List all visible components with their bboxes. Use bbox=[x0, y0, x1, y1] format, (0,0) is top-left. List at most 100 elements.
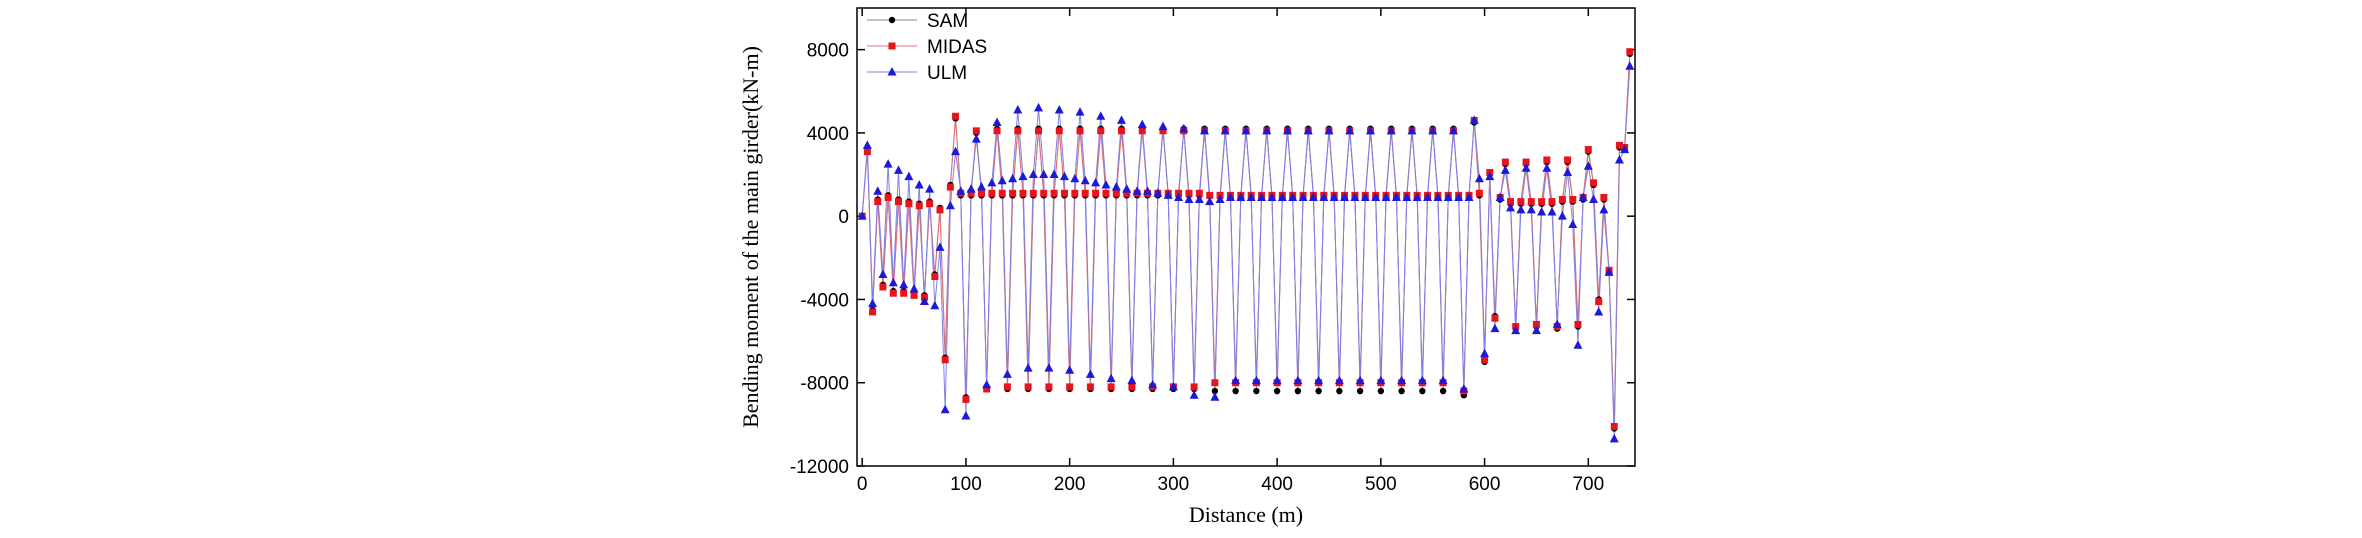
marker bbox=[1599, 204, 1609, 214]
marker bbox=[1574, 320, 1582, 328]
marker bbox=[1610, 422, 1618, 430]
marker bbox=[1511, 325, 1521, 335]
marker bbox=[1356, 387, 1364, 395]
marker bbox=[894, 198, 902, 206]
marker bbox=[1319, 192, 1329, 201]
marker bbox=[1102, 189, 1110, 197]
marker bbox=[1118, 127, 1126, 135]
marker bbox=[1159, 127, 1167, 135]
marker bbox=[884, 193, 892, 201]
marker bbox=[1506, 202, 1516, 212]
marker bbox=[1075, 107, 1085, 116]
x-tick-label: 600 bbox=[1469, 474, 1501, 495]
marker bbox=[888, 16, 896, 24]
marker bbox=[1625, 61, 1635, 70]
marker bbox=[971, 134, 981, 143]
marker bbox=[1308, 192, 1318, 201]
marker bbox=[887, 67, 897, 76]
marker bbox=[1480, 348, 1490, 358]
marker bbox=[889, 289, 897, 297]
marker bbox=[1273, 387, 1281, 395]
marker bbox=[904, 171, 914, 181]
marker bbox=[1360, 192, 1370, 201]
marker bbox=[1185, 189, 1193, 197]
marker bbox=[1557, 211, 1567, 220]
marker bbox=[1059, 171, 1069, 181]
marker bbox=[1376, 375, 1386, 385]
marker bbox=[931, 273, 939, 281]
marker bbox=[1076, 127, 1084, 135]
marker bbox=[966, 184, 976, 193]
marker bbox=[1070, 173, 1080, 183]
marker bbox=[1101, 179, 1111, 189]
marker bbox=[987, 177, 997, 187]
marker bbox=[1377, 387, 1385, 395]
marker bbox=[910, 291, 918, 299]
marker bbox=[1267, 192, 1277, 201]
marker bbox=[1097, 127, 1105, 135]
marker bbox=[1381, 192, 1391, 201]
marker bbox=[1532, 320, 1540, 328]
marker bbox=[998, 189, 1006, 197]
marker bbox=[925, 184, 935, 193]
marker bbox=[1111, 182, 1121, 191]
marker bbox=[1527, 198, 1535, 206]
marker bbox=[1071, 189, 1079, 197]
marker bbox=[1054, 105, 1064, 114]
marker bbox=[1023, 363, 1033, 372]
marker bbox=[909, 284, 919, 293]
marker bbox=[1315, 387, 1322, 395]
marker bbox=[1086, 383, 1094, 391]
marker bbox=[1200, 125, 1210, 135]
marker bbox=[1522, 158, 1530, 166]
marker bbox=[1590, 179, 1598, 187]
marker bbox=[1220, 125, 1230, 135]
marker bbox=[1547, 207, 1557, 216]
marker bbox=[1438, 375, 1448, 385]
marker bbox=[1501, 158, 1509, 166]
x-tick-label: 100 bbox=[950, 474, 982, 495]
marker bbox=[1168, 381, 1178, 391]
marker bbox=[1174, 192, 1184, 201]
marker bbox=[1211, 379, 1219, 387]
marker bbox=[1543, 156, 1551, 164]
marker bbox=[1138, 127, 1146, 135]
marker bbox=[1123, 189, 1131, 197]
x-tick-label: 200 bbox=[1054, 474, 1086, 495]
marker bbox=[1028, 169, 1038, 179]
marker bbox=[879, 283, 887, 291]
marker bbox=[1402, 192, 1412, 201]
marker bbox=[997, 175, 1007, 185]
y-tick-label: 8000 bbox=[807, 41, 849, 62]
marker bbox=[1148, 379, 1158, 389]
marker bbox=[1620, 144, 1630, 154]
marker bbox=[1106, 373, 1116, 383]
marker bbox=[900, 289, 908, 297]
marker bbox=[1423, 192, 1433, 201]
marker bbox=[1117, 115, 1127, 124]
marker bbox=[1517, 198, 1525, 206]
marker bbox=[1189, 390, 1199, 399]
marker bbox=[1481, 356, 1489, 364]
marker bbox=[993, 127, 1001, 135]
marker bbox=[1035, 127, 1043, 135]
marker bbox=[1122, 184, 1132, 193]
marker bbox=[1329, 192, 1339, 201]
marker bbox=[940, 404, 950, 414]
marker bbox=[1491, 314, 1499, 322]
marker bbox=[1024, 383, 1032, 391]
marker bbox=[1507, 198, 1515, 206]
x-tick-label: 0 bbox=[857, 474, 868, 495]
marker bbox=[1107, 383, 1115, 391]
marker bbox=[1215, 194, 1225, 204]
marker bbox=[1526, 204, 1536, 214]
marker bbox=[1443, 192, 1453, 201]
marker bbox=[1194, 194, 1204, 204]
marker bbox=[1195, 189, 1203, 197]
marker bbox=[1137, 119, 1147, 129]
marker bbox=[1225, 192, 1235, 201]
marker bbox=[1049, 169, 1059, 179]
marker bbox=[1008, 173, 1018, 183]
y-tick-label: -4000 bbox=[800, 290, 849, 311]
